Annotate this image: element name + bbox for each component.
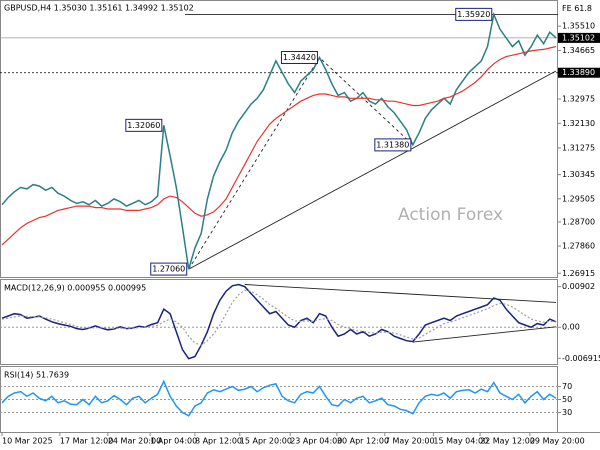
y-tick-label: 1.27860	[562, 242, 595, 251]
y-tick-label: 1.32130	[562, 119, 595, 128]
trend-line	[412, 326, 557, 343]
price-box	[455, 7, 493, 21]
price-box	[374, 138, 412, 152]
x-tick-label: 24 Mar 20:00	[108, 437, 161, 446]
price-box	[150, 262, 188, 276]
x-tick-label: 15 Apr 20:00	[240, 437, 292, 446]
x-tick-label: 15 May 04:00	[433, 437, 488, 446]
y-tick-label: 1.26915	[562, 269, 595, 278]
panel-title: MACD(12,26,9) 0.000955 0.000995	[4, 284, 146, 293]
y-tick-label: 1.28700	[562, 217, 595, 226]
watermark: Action Forex	[398, 205, 503, 225]
x-tick-label: 30 Apr 12:00	[337, 437, 389, 446]
price-tag	[558, 67, 600, 78]
price-box-label: 1.34420	[283, 53, 316, 62]
x-tick-label: 1 Apr 04:00	[150, 437, 197, 446]
fe-label: FE 61.8	[562, 4, 592, 13]
series-line	[1, 289, 557, 346]
y-tick-label: 30	[562, 408, 572, 417]
y-tick-label: 1.31275	[562, 143, 595, 152]
series-line	[1, 379, 557, 417]
price-box	[280, 50, 318, 64]
x-tick-label: 10 Mar 2025	[2, 437, 53, 446]
price-box-label: 1.31380	[376, 140, 409, 149]
panel-title: RSI(14) 51.7639	[4, 371, 69, 380]
price-box-label: 1.32060	[127, 121, 160, 130]
trend-line	[188, 56, 414, 270]
y-tick-label: 1.30345	[562, 170, 595, 179]
x-tick-label: 7 May 20:00	[385, 437, 435, 446]
y-tick-label: 70	[562, 382, 572, 391]
y-tick-label: 0.00	[562, 323, 580, 332]
price-box	[125, 118, 163, 132]
x-tick-label: 22 May 12:00	[480, 437, 535, 446]
y-tick-label: 1.34665	[562, 46, 595, 55]
y-tick-label: 0.00902	[562, 282, 595, 291]
y-tick-label: 50	[562, 395, 572, 404]
series-line	[1, 283, 557, 360]
y-tick-label: 1.29505	[562, 194, 595, 203]
trend-line	[188, 70, 557, 270]
price-tag	[558, 32, 600, 43]
y-tick-label: 1.35510	[562, 22, 595, 31]
panel-title: GBPUSD,H4 1.35030 1.35161 1.34992 1.3510…	[4, 4, 194, 13]
macd-panel	[0, 279, 558, 365]
series-line	[1, 46, 557, 246]
price-tag-label: 1.35102	[562, 33, 595, 42]
x-tick-label: 8 Apr 12:00	[195, 437, 242, 446]
x-tick-label: 29 May 20:00	[530, 437, 585, 446]
price-tag-label: 1.33890	[562, 68, 595, 77]
trend-line	[244, 284, 557, 303]
price-box-label: 1.35920	[457, 10, 490, 19]
x-tick-label: 23 Apr 04:00	[290, 437, 342, 446]
series-line	[1, 11, 557, 270]
y-tick-label: -0.006915	[562, 354, 600, 363]
price-panel	[0, 0, 558, 278]
price-box-label: 1.27060	[152, 265, 185, 274]
y-tick-label: 1.32975	[562, 95, 595, 104]
x-tick-label: 17 Mar 12:00	[60, 437, 113, 446]
